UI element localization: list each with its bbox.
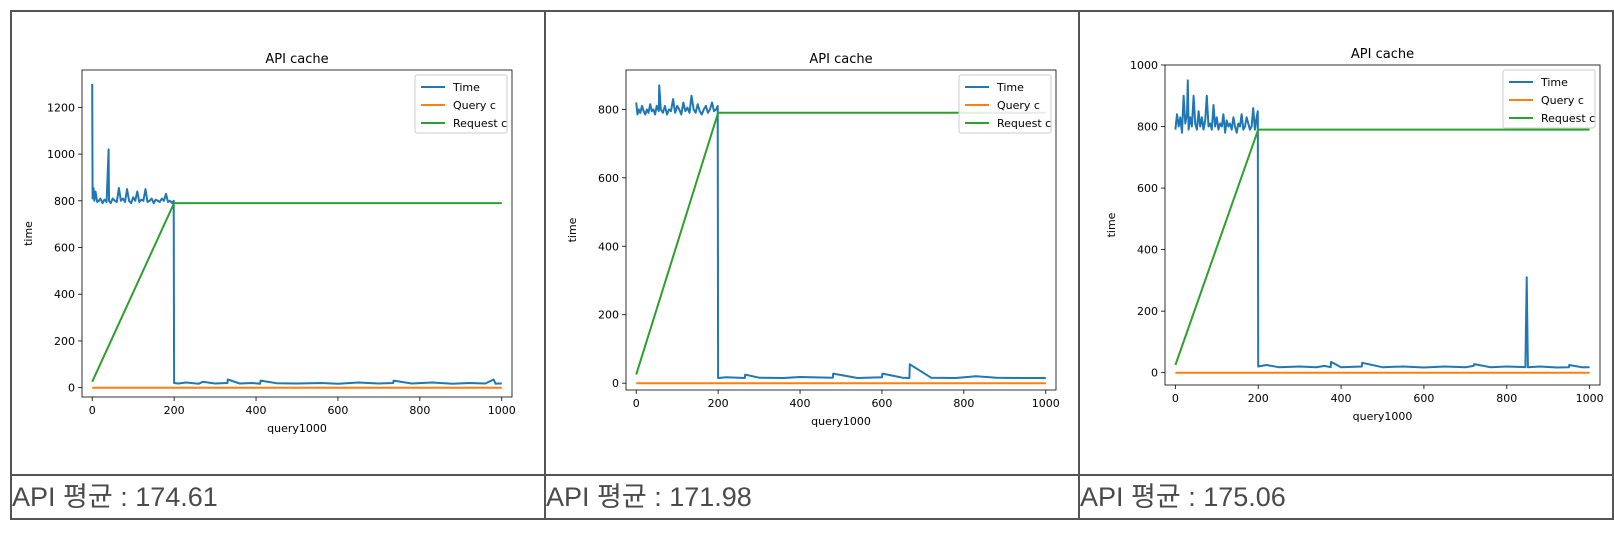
y-tick-label: 800 xyxy=(54,195,75,208)
x-tick-label: 1000 xyxy=(488,404,516,417)
api-average-caption: API 평균 : 174.61 xyxy=(12,482,218,512)
x-tick-label: 0 xyxy=(89,404,96,417)
plot-cell-3: API cache query1000 time 0 200 400 600 800 1000 0… xyxy=(1078,10,1614,476)
api-cache-chart-3: API cache query1000 time 0 200 400 600 800 1000 0… xyxy=(1105,47,1604,423)
legend-label: Query c xyxy=(997,99,1040,112)
y-tick-label: 1000 xyxy=(47,148,75,161)
series-line-time xyxy=(91,83,502,385)
x-tick-label: 0 xyxy=(1172,392,1179,405)
x-tick-label: 800 xyxy=(409,404,430,417)
y-tick-label: 600 xyxy=(598,172,619,185)
legend-box xyxy=(414,74,508,134)
api-cache-chart-2: API cache query1000 time 0 200 400 600 800 1000 0… xyxy=(566,52,1060,428)
legend-label: Query c xyxy=(453,99,496,112)
plot-cell-2: API cache query1000 time 0 200 400 600 800 1000 0… xyxy=(544,10,1080,476)
x-tick-label: 400 xyxy=(1331,392,1352,405)
y-tick-label: 0 xyxy=(1151,367,1158,380)
y-axis-label: time xyxy=(566,217,579,242)
caption-row: API 평균 : 174.61 API 평균 : 171.98 API 평균 :… xyxy=(10,474,1614,520)
plot-frame xyxy=(1164,64,1601,386)
y-tick-label: 400 xyxy=(54,288,75,301)
y-tick-label: 800 xyxy=(598,103,619,116)
y-tick-label: 600 xyxy=(1137,182,1158,195)
y-tick-label: 0 xyxy=(68,382,75,395)
x-tick-label: 1000 xyxy=(1576,392,1604,405)
results-table: API cache query1000 time 0 200 400 600 800 1000 0… xyxy=(10,10,1614,520)
legend-label: Request c xyxy=(997,117,1051,130)
chart-title: API cache xyxy=(809,52,872,67)
plot-cell-1: API cache query1000 time 0 200 400 600 800 1000 0… xyxy=(10,10,546,476)
legend-label: Query c xyxy=(1541,94,1584,107)
series-line-time xyxy=(635,84,1046,379)
y-tick-label: 200 xyxy=(598,309,619,322)
caption-cell-1: API 평균 : 174.61 xyxy=(10,474,546,520)
x-axis-label: query1000 xyxy=(267,422,327,435)
plot-frame xyxy=(81,69,513,398)
legend-box xyxy=(958,74,1052,134)
caption-cell-2: API 평균 : 171.98 xyxy=(544,474,1080,520)
y-tick-label: 400 xyxy=(1137,244,1158,257)
plot-row: API cache query1000 time 0 200 400 600 800 1000 0… xyxy=(10,10,1614,476)
x-tick-label: 0 xyxy=(633,397,640,410)
series-line-time xyxy=(1174,79,1590,369)
chart-title: API cache xyxy=(265,52,328,67)
x-tick-label: 200 xyxy=(164,404,185,417)
y-tick-label: 400 xyxy=(598,240,619,253)
x-axis-label: query1000 xyxy=(811,415,871,428)
series-line-request-c xyxy=(635,111,1046,375)
legend-label: Time xyxy=(996,81,1024,94)
x-tick-label: 600 xyxy=(871,397,892,410)
x-tick-label: 800 xyxy=(953,397,974,410)
legend-label: Time xyxy=(452,81,480,94)
x-tick-label: 400 xyxy=(790,397,811,410)
y-tick-label: 1000 xyxy=(1130,59,1158,72)
y-tick-label: 0 xyxy=(612,377,619,390)
x-axis-label: query1000 xyxy=(1353,410,1413,423)
api-cache-chart-1: API cache query1000 time 0 200 400 600 800 1000 0… xyxy=(22,52,516,435)
legend-label: Time xyxy=(1540,76,1568,89)
chart-title: API cache xyxy=(1351,47,1414,62)
y-tick-label: 1200 xyxy=(47,101,75,114)
x-tick-label: 800 xyxy=(1496,392,1517,405)
legend-label: Request c xyxy=(1541,112,1595,125)
api-average-caption: API 평균 : 171.98 xyxy=(546,482,752,512)
chart-legend: Time Query c Request c xyxy=(414,74,508,134)
chart-legend: Time Query c Request c xyxy=(958,74,1052,134)
caption-cell-3: API 평균 : 175.06 xyxy=(1078,474,1614,520)
legend-box xyxy=(1502,69,1596,129)
plot-frame xyxy=(625,69,1057,391)
y-axis-label: time xyxy=(1105,212,1118,237)
y-tick-label: 200 xyxy=(1137,305,1158,318)
x-tick-label: 600 xyxy=(327,404,348,417)
x-tick-label: 200 xyxy=(1248,392,1269,405)
series-line-request-c xyxy=(1174,128,1590,366)
chart-legend: Time Query c Request c xyxy=(1502,69,1596,129)
x-tick-label: 1000 xyxy=(1032,397,1060,410)
y-tick-label: 800 xyxy=(1137,121,1158,134)
series-line-request-c xyxy=(91,202,502,383)
x-tick-label: 400 xyxy=(246,404,267,417)
legend-label: Request c xyxy=(453,117,507,130)
x-tick-label: 200 xyxy=(708,397,729,410)
x-tick-label: 600 xyxy=(1413,392,1434,405)
y-tick-label: 200 xyxy=(54,335,75,348)
y-tick-label: 600 xyxy=(54,242,75,255)
api-average-caption: API 평균 : 175.06 xyxy=(1080,482,1286,512)
y-axis-label: time xyxy=(22,221,35,246)
